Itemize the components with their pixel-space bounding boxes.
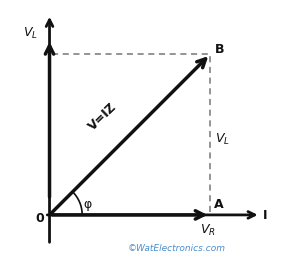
Text: A: A: [214, 198, 224, 211]
Text: φ: φ: [84, 198, 92, 211]
Text: V=IZ: V=IZ: [85, 100, 119, 133]
Text: $V_R$: $V_R$: [200, 223, 216, 238]
Text: $V_L$: $V_L$: [215, 132, 230, 147]
Text: 0: 0: [35, 212, 44, 225]
Text: $V_L$: $V_L$: [23, 26, 38, 41]
Text: ©WatElectronics.com: ©WatElectronics.com: [128, 244, 225, 253]
Text: I: I: [263, 209, 268, 222]
Text: B: B: [215, 43, 225, 56]
